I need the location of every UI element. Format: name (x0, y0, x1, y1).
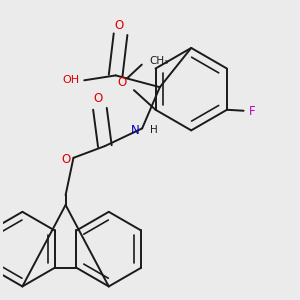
Text: O: O (61, 153, 70, 166)
Text: CH₃: CH₃ (150, 56, 169, 66)
Text: F: F (248, 105, 255, 118)
Text: N: N (131, 124, 140, 137)
Text: O: O (118, 76, 127, 89)
Text: H: H (150, 125, 158, 135)
Text: O: O (114, 19, 123, 32)
Text: O: O (93, 92, 103, 106)
Text: OH: OH (62, 75, 79, 85)
